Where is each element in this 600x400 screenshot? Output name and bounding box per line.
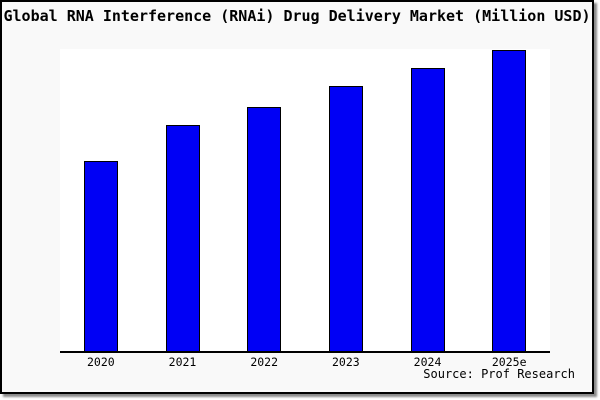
bar-2021 bbox=[165, 125, 200, 351]
bar-2020 bbox=[83, 161, 118, 351]
chart-frame: Global RNA Interference (RNAi) Drug Deli… bbox=[0, 0, 594, 394]
x-label-2022: 2022 bbox=[250, 355, 279, 369]
bar-2025e bbox=[492, 50, 527, 351]
x-label-2024: 2024 bbox=[413, 355, 442, 369]
chart-title: Global RNA Interference (RNAi) Drug Deli… bbox=[3, 7, 591, 25]
x-label-2025e: 2025e bbox=[491, 355, 527, 369]
x-label-2021: 2021 bbox=[168, 355, 197, 369]
bar-2023 bbox=[328, 86, 363, 351]
source-note: Source: Prof Research bbox=[423, 367, 575, 381]
plot-area bbox=[60, 49, 550, 353]
bar-2022 bbox=[247, 107, 282, 351]
x-label-2023: 2023 bbox=[332, 355, 360, 369]
bar-2024 bbox=[410, 68, 445, 351]
x-axis-labels: 2020 2021 2022 2023 2024 2025e bbox=[60, 356, 550, 369]
x-label-2020: 2020 bbox=[86, 355, 115, 369]
